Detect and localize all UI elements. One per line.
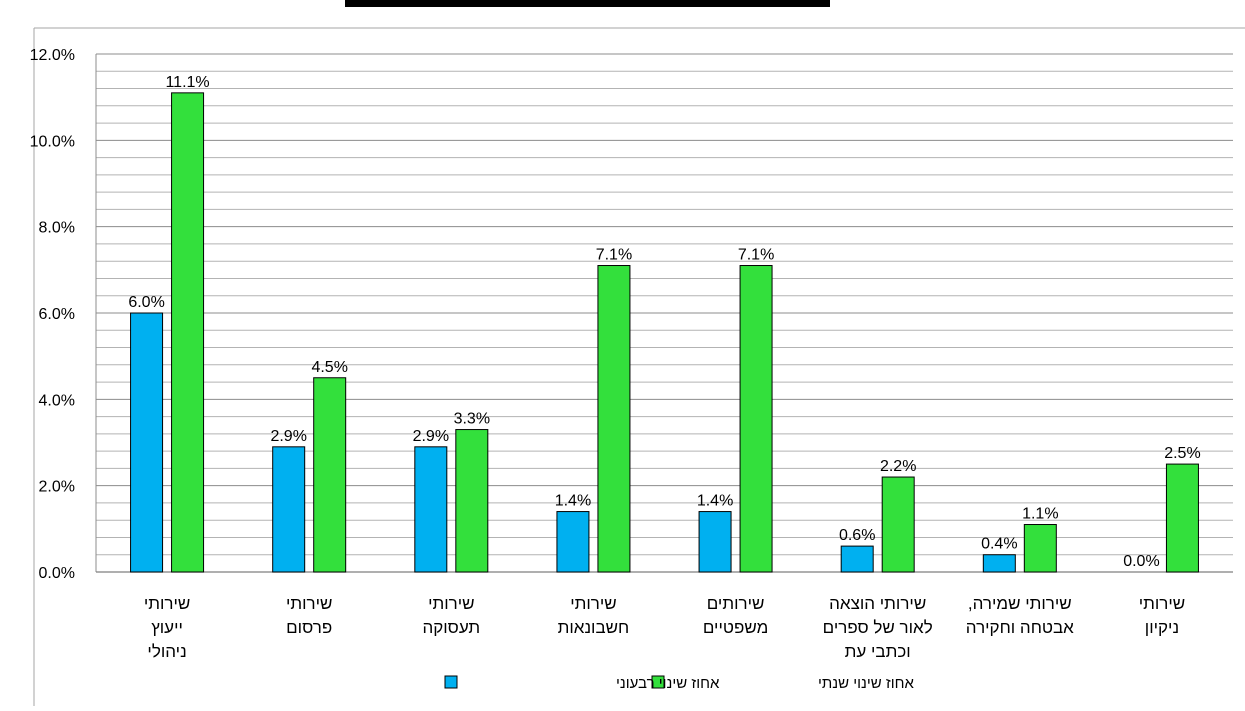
bar-quarterly bbox=[272, 446, 306, 573]
bar-quarterly bbox=[414, 446, 448, 573]
category-label-line: אבטחה וחקירה bbox=[966, 618, 1074, 637]
y-tick-label: 12.0% bbox=[30, 47, 75, 64]
category-label-line: לאור של ספרים bbox=[823, 618, 933, 637]
bar-quarterly bbox=[556, 511, 590, 573]
y-tick-label: 4.0% bbox=[39, 392, 75, 409]
category-label-line: שירותים bbox=[707, 594, 765, 613]
data-label-quarterly: 0.4% bbox=[981, 536, 1017, 553]
data-label-annual: 4.5% bbox=[311, 359, 347, 376]
bar-quarterly bbox=[698, 511, 732, 573]
legend-swatch-quarterly bbox=[444, 675, 458, 689]
category-label-line: ייעוץ bbox=[151, 618, 183, 637]
data-label-quarterly: 2.9% bbox=[413, 428, 449, 445]
bar-annual bbox=[881, 476, 915, 573]
data-label-annual: 2.2% bbox=[880, 458, 916, 475]
bars bbox=[130, 92, 1199, 573]
category-label-line: משפטיים bbox=[703, 618, 768, 637]
category-label-line: שירותי bbox=[286, 594, 332, 613]
data-label-annual: 1.1% bbox=[1022, 506, 1058, 523]
bar-annual bbox=[1165, 463, 1199, 573]
bar-annual bbox=[739, 265, 773, 573]
category-label-line: שירותי bbox=[428, 594, 474, 613]
category-label-line: וכתבי עת bbox=[845, 642, 911, 661]
legend-label-quarterly: אחוז שינוי רבעוני bbox=[616, 675, 720, 692]
data-labels: 6.0% 11.1% 2.9% 4.5% 2.9% 3.3% 1.4% 7.1% 1.4% 7.1… bbox=[128, 74, 1200, 570]
y-tick-label: 2.0% bbox=[39, 479, 75, 496]
data-label-annual: 7.1% bbox=[596, 247, 632, 264]
legend-swatch-annual bbox=[651, 675, 665, 689]
bar-annual bbox=[171, 92, 205, 573]
data-label-annual: 11.1% bbox=[165, 74, 209, 91]
legend-label-annual: אחוז שינוי שנתי bbox=[818, 675, 914, 692]
data-label-quarterly: 0.0% bbox=[1123, 553, 1159, 570]
data-label-annual: 3.3% bbox=[454, 411, 490, 428]
bar-annual bbox=[313, 377, 347, 573]
bar-quarterly bbox=[982, 554, 1016, 573]
bar-quarterly bbox=[130, 312, 164, 573]
data-label-annual: 2.5% bbox=[1164, 445, 1200, 462]
category-label-line: שירותי bbox=[144, 594, 190, 613]
data-label-quarterly: 6.0% bbox=[128, 294, 164, 311]
category-label-line: שירותי שמירה, bbox=[968, 594, 1072, 613]
category-labels: שירותי ייעוץ ניהולי שירותי פרסום שירותי תעסוקה… bbox=[144, 594, 1185, 661]
category-label-line: שירותי bbox=[570, 594, 616, 613]
data-label-quarterly: 0.6% bbox=[839, 527, 875, 544]
category-label-line: ניקיון bbox=[1145, 618, 1179, 637]
bar-annual bbox=[597, 265, 631, 573]
gridlines bbox=[95, 53, 1233, 573]
category-label-line: ניהולי bbox=[147, 642, 186, 661]
category-label-line: תעסוקה bbox=[422, 618, 480, 637]
category-label-line: שירותי bbox=[1139, 594, 1185, 613]
bar-annual bbox=[1023, 524, 1057, 573]
data-label-quarterly: 1.4% bbox=[555, 493, 591, 510]
legend: אחוז שינוי שנתי אחוז שינוי רבעוני bbox=[444, 675, 914, 692]
data-label-quarterly: 1.4% bbox=[697, 493, 733, 510]
category-label-line: שירותי הוצאה bbox=[829, 594, 926, 613]
bar-annual bbox=[455, 429, 489, 573]
data-label-annual: 7.1% bbox=[738, 247, 774, 264]
y-tick-label: 8.0% bbox=[39, 220, 75, 237]
category-label-line: פרסום bbox=[286, 618, 332, 637]
category-label-line: חשבונאות bbox=[558, 618, 630, 637]
y-tick-label: 10.0% bbox=[30, 133, 75, 150]
y-axis-tick-labels: 0.0% 2.0% 4.0% 6.0% 8.0% 10.0% 12.0% bbox=[30, 47, 75, 582]
y-tick-label: 0.0% bbox=[39, 565, 75, 582]
title-remnant bbox=[345, 0, 830, 7]
bar-quarterly bbox=[840, 545, 874, 573]
y-tick-label: 6.0% bbox=[39, 306, 75, 323]
data-label-quarterly: 2.9% bbox=[270, 428, 306, 445]
